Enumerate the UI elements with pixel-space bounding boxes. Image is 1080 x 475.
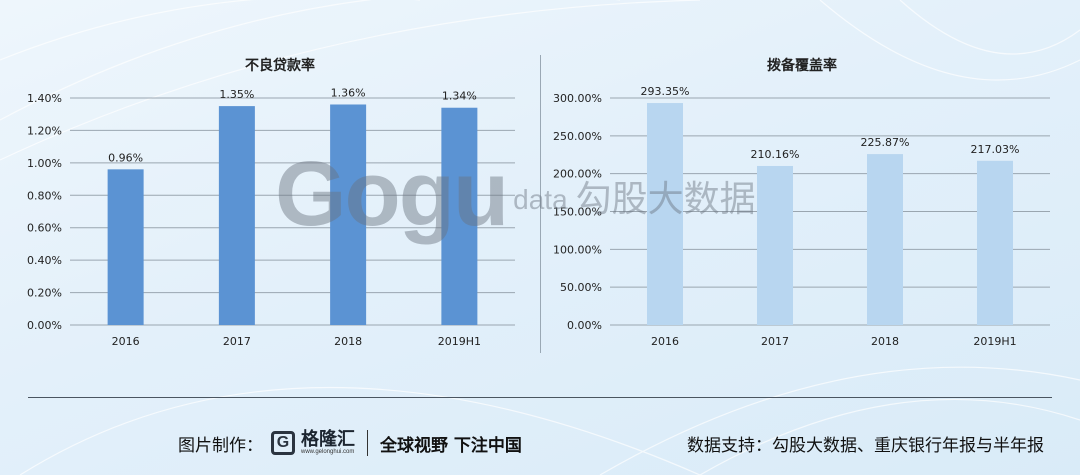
provision-coverage-chart: 拨备覆盖率 0.00% 50.00% 100.00% 150.00% 200.00% 250… [540,40,1080,360]
footer-credit: 图片制作： G 格隆汇 www.gelonghui.com 全球视野 下注中国 [178,425,522,461]
cov-x-tick-label: 2016 [651,335,679,348]
cov-x-tick-label: 2019H1 [973,335,1016,348]
npl-data-label: 1.35% [219,88,254,101]
gelonghui-logo-icon: G [271,431,295,455]
npl-chart-title: 不良贷款率 [245,57,315,74]
npl-data-label: 1.34% [442,90,477,103]
logo-url: www.gelonghui.com [301,449,355,455]
cov-bar [757,165,793,325]
cov-x-tick-label: 2017 [761,335,789,348]
npl-x-tick-label: 2018 [334,335,362,348]
logo-text: 格隆汇 www.gelonghui.com [301,429,355,456]
data-source-label: 数据支持： [687,435,772,456]
npl-y-tick-label: 1.20% [27,124,62,137]
cov-y-tick-label: 150.00% [553,206,602,219]
cov-y-tick-label: 100.00% [553,243,602,256]
footer-divider [28,397,1052,398]
npl-x-tick-label: 2019H1 [438,335,481,348]
chart-divider [540,55,541,353]
logo-name: 格隆汇 [301,429,355,450]
cov-y-tick-label: 300.00% [553,92,602,105]
npl-data-label: 0.96% [108,151,143,164]
made-by-label: 图片制作： [178,435,263,456]
cov-x-tick-label: 2018 [871,335,899,348]
provision-coverage-svg: 拨备覆盖率 0.00% 50.00% 100.00% 150.00% 200.00% 250… [553,57,1050,348]
npl-y-tick-label: 1.40% [27,92,62,105]
cov-data-label: 210.16% [751,148,800,161]
cov-chart-title: 拨备覆盖率 [767,57,837,74]
cov-data-label: 293.35% [641,85,690,98]
footer-separator [367,430,368,456]
npl-y-tick-label: 0.00% [27,319,62,332]
npl-bar [107,169,144,325]
npl-y-tick-label: 0.80% [27,189,62,202]
npl-y-tick-label: 0.40% [27,254,62,267]
npl-y-tick-label: 0.60% [27,222,62,235]
cov-y-tick-label: 250.00% [553,130,602,143]
npl-ratio-svg: 不良贷款率 0.00% 0.20% 0.40% 0.60% 0.80% 1.00% 1.20%… [27,57,515,348]
npl-bar [330,104,367,325]
slogan: 全球视野 下注中国 [380,435,522,456]
npl-x-tick-label: 2016 [112,335,140,348]
npl-y-tick-label: 1.00% [27,157,62,170]
cov-data-label: 217.03% [971,143,1020,156]
npl-data-label: 1.36% [331,86,366,99]
cov-y-tick-label: 200.00% [553,168,602,181]
footer: 图片制作： G 格隆汇 www.gelonghui.com 全球视野 下注中国 … [0,425,1080,461]
footer-source: 数据支持： 勾股大数据、重庆银行年报与半年报 [687,425,1044,461]
npl-bar [441,107,478,325]
npl-y-tick-label: 0.20% [27,287,62,300]
cov-y-tick-label: 0.00% [567,319,602,332]
cov-bar [647,103,683,325]
cov-data-label: 225.87% [861,136,910,149]
data-source-text: 勾股大数据、重庆银行年报与半年报 [772,435,1044,456]
cov-bar [977,160,1013,325]
npl-x-tick-label: 2017 [223,335,251,348]
cov-bar [867,154,903,325]
npl-bar [218,106,255,325]
cov-y-tick-label: 50.00% [560,281,602,294]
npl-ratio-chart: 不良贷款率 0.00% 0.20% 0.40% 0.60% 0.80% 1.00% 1.20%… [0,40,540,360]
